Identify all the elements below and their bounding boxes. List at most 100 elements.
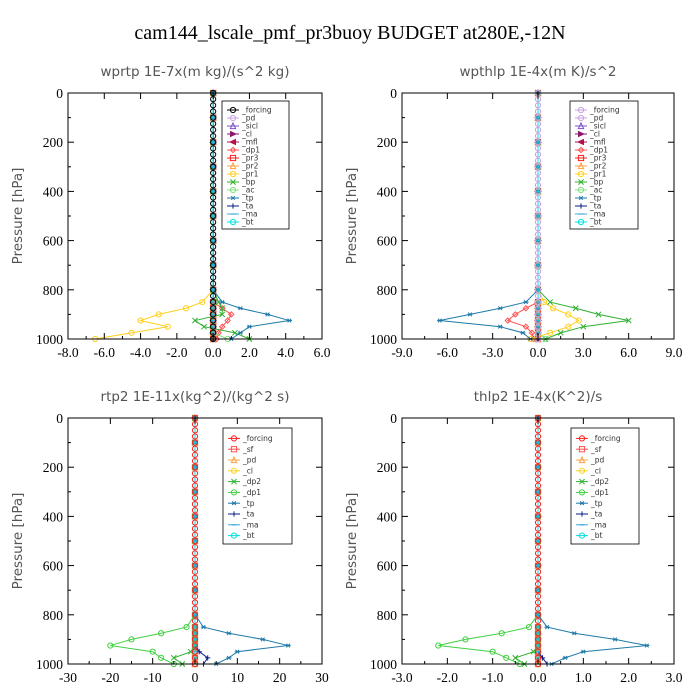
zero-point — [210, 120, 217, 127]
y-tick-label: 400 — [43, 184, 64, 199]
zero-point — [210, 139, 217, 146]
zero-point — [191, 445, 199, 452]
zero-point — [210, 286, 217, 293]
legend-marker — [228, 138, 237, 146]
zero-point — [210, 126, 217, 133]
data-point — [523, 299, 529, 305]
y-tick-label: 200 — [377, 460, 398, 475]
x-tick-label: -30 — [59, 670, 77, 685]
zero-point — [534, 457, 542, 465]
x-tick-label: -6.0 — [437, 345, 459, 360]
zero-point — [191, 556, 199, 563]
zero-point — [191, 630, 199, 637]
data-point — [200, 624, 207, 630]
zero-point — [534, 605, 542, 612]
zero-point — [191, 501, 199, 508]
zero-point — [191, 519, 199, 526]
y-tick-label: 800 — [377, 608, 398, 623]
zero-point — [534, 519, 542, 526]
legend-label: _ma — [590, 520, 607, 529]
data-point — [201, 323, 208, 330]
zero-point — [534, 132, 542, 140]
legend-label: _pr2 — [241, 162, 259, 171]
data-point — [528, 329, 536, 337]
legend-marker — [577, 186, 585, 194]
legend-label: _bt — [589, 218, 602, 227]
zero-point — [534, 311, 542, 318]
panel-title: thlp2 1E-4x(K^2)/s — [474, 389, 603, 405]
legend-label: _pr3 — [589, 154, 607, 163]
legend-label: _bp — [589, 178, 604, 187]
zero-point — [534, 531, 542, 538]
zero-point — [191, 568, 199, 575]
panel-1: wprtp 1E-7x(m kg)/(s^2 kg) Pressure [hPa]… — [10, 64, 331, 360]
x-tick-label: -2.0 — [166, 345, 188, 360]
legend: _forcing _sf _pd_cl _dp2 _dp1 _tp _ta_ma _bt — [222, 427, 293, 545]
data-point — [128, 636, 135, 643]
zero-point — [210, 323, 217, 330]
data-point — [219, 305, 226, 312]
x-tick-label: 2.0 — [620, 670, 637, 685]
x-tick-label: -10 — [144, 670, 162, 685]
legend-marker — [231, 501, 237, 506]
zero-point — [534, 624, 542, 631]
x-tick-label: -9.0 — [391, 345, 413, 360]
zero-point — [191, 550, 199, 557]
legend-marker — [230, 446, 238, 453]
y-tick-label: 0 — [390, 86, 397, 101]
data-point — [199, 299, 206, 306]
legend-marker — [577, 154, 585, 162]
legend-label: _pr2 — [589, 162, 607, 171]
x-tick-label: 0.0 — [205, 345, 222, 360]
data-point — [437, 318, 443, 323]
zero-point — [210, 219, 217, 226]
zero-point — [191, 482, 199, 489]
zero-point — [191, 624, 199, 631]
data-point — [237, 306, 243, 311]
legend-label: _dp1 — [241, 146, 260, 155]
zero-point — [210, 280, 217, 287]
zero-point — [534, 169, 542, 177]
zero-point — [210, 182, 217, 189]
zero-point — [534, 108, 542, 115]
data-point — [224, 317, 231, 324]
data-point — [231, 329, 238, 336]
legend-marker — [230, 489, 238, 496]
zero-point — [191, 457, 199, 465]
zero-point — [534, 642, 542, 649]
zero-point — [210, 132, 217, 140]
legend-marker — [577, 146, 585, 154]
zero-point — [191, 464, 199, 471]
data-point — [237, 330, 243, 336]
data-point — [226, 631, 232, 636]
legend-label: _ma — [589, 210, 606, 219]
data-point — [565, 311, 572, 318]
zero-point — [534, 219, 542, 226]
zero-point — [534, 580, 542, 588]
data-point — [580, 649, 586, 654]
data-point — [218, 323, 226, 331]
x-tick-label: 6.0 — [620, 345, 637, 360]
data-point — [149, 648, 156, 655]
data-point — [462, 636, 469, 643]
legend-label: _mfl — [241, 138, 258, 147]
data-point — [467, 312, 473, 317]
legend-marker — [578, 435, 586, 442]
zero-point — [534, 470, 542, 477]
zero-point — [191, 427, 199, 434]
x-tick-label: -2.0 — [437, 670, 459, 685]
legend-marker — [229, 121, 237, 130]
x-tick-label: -8.0 — [57, 345, 79, 360]
y-tick-label: 600 — [43, 234, 64, 249]
y-tick-label: 800 — [43, 608, 64, 623]
zero-point — [210, 299, 217, 306]
data-point — [520, 330, 526, 336]
legend-label: _cl — [590, 466, 601, 475]
legend-marker — [578, 489, 586, 496]
legend-label: _tp — [589, 194, 602, 203]
data-point — [522, 323, 530, 331]
zero-point — [534, 262, 542, 269]
legend-marker — [577, 218, 585, 226]
x-tick-label: -3.0 — [482, 345, 504, 360]
